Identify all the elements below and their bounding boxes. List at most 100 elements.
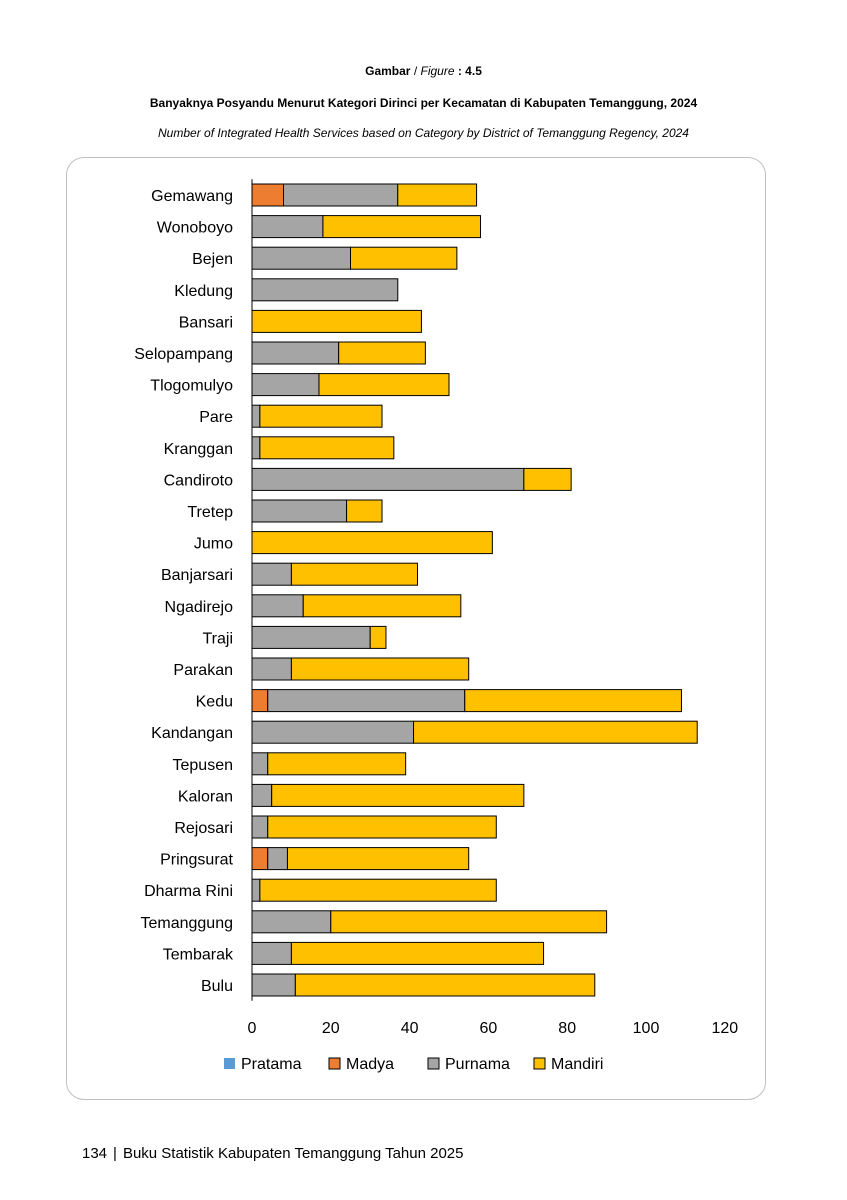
bar-mandiri-bejen [350,246,458,270]
category-label-banjarsari: Banjarsari [161,567,233,584]
figure-word: Figure [420,64,455,78]
bar-purnama-kandangan [251,720,415,744]
bar-mandiri-candiroto [523,467,572,491]
category-label-kledung: Kledung [174,283,233,300]
bar-purnama-pare [251,404,261,428]
bar-purnama-tretep [251,499,348,523]
bar-mandiri-bulu [294,973,596,997]
bar-mandiri-banjarsari [290,562,418,586]
category-label-kedu: Kedu [196,694,233,711]
bar-mandiri-tepusen [267,752,407,776]
legend-label-mandiri: Mandiri [551,1056,603,1073]
bar-purnama-candiroto [251,467,525,491]
bar-mandiri-pringsurat [286,847,470,871]
category-label-kranggan: Kranggan [164,441,233,458]
x-tick-label-100: 100 [633,1020,660,1037]
bar-purnama-rejosari [251,815,269,839]
page-number: 134 [82,1145,108,1162]
bar-mandiri-dharma-rini [259,878,497,902]
bar-mandiri-ngadirejo [302,594,462,618]
bar-mandiri-kedu [464,689,682,713]
category-label-pringsurat: Pringsurat [160,852,233,869]
bar-purnama-pringsurat [267,847,288,871]
bar-purnama-wonoboyo [251,215,324,239]
bar-madya-gemawang [251,183,285,207]
category-label-rejosari: Rejosari [174,820,233,837]
book-title: Buku Statistik Kabupaten Temanggung Tahu… [122,1145,464,1162]
bar-mandiri-parakan [290,657,470,681]
category-label-gemawang: Gemawang [151,188,233,205]
bar-mandiri-jumo [251,531,493,555]
bar-purnama-banjarsari [251,562,292,586]
bar-purnama-kledung [251,278,399,302]
page-footer: 134 | Buku Statistik Kabupaten Temanggung … [82,1145,463,1162]
category-label-parakan: Parakan [173,662,233,679]
chart-frame [66,157,766,1100]
bar-purnama-bejen [251,246,351,270]
bar-purnama-temanggung [251,910,332,934]
legend-swatch-purnama [427,1057,440,1070]
bar-purnama-parakan [251,657,292,681]
category-label-tretep: Tretep [187,504,233,521]
chart-title: Banyaknya Posyandu Menurut Kategori Diri… [149,96,698,110]
legend-swatch-mandiri [533,1057,546,1070]
figure-slash: / [410,64,421,78]
x-tick-label-120: 120 [711,1020,738,1037]
category-label-dharma-rini: Dharma Rini [144,883,233,900]
bar-mandiri-tretep [346,499,383,523]
figure-prefix: Gambar [365,64,411,78]
bar-purnama-selopampang [251,341,340,365]
figure-label: Gambar / Figure : 4.5 [0,64,847,78]
bar-purnama-kranggan [251,436,261,460]
category-label-tepusen: Tepusen [173,757,234,774]
bar-madya-pringsurat [251,847,269,871]
figure-number: : 4.5 [454,64,482,78]
bar-purnama-ngadirejo [251,594,304,618]
bar-madya-kedu [251,689,269,713]
bar-mandiri-tlogomulyo [318,373,450,397]
category-label-jumo: Jumo [194,536,233,553]
bar-mandiri-selopampang [338,341,426,365]
chart-subtitle: Number of Integrated Health Services bas… [158,126,689,140]
category-label-bansari: Bansari [179,314,233,331]
category-label-pare: Pare [199,409,233,426]
category-label-selopampang: Selopampang [134,346,233,363]
category-label-temanggung: Temanggung [140,915,233,932]
category-label-ngadirejo: Ngadirejo [165,599,234,616]
x-tick-label-60: 60 [480,1020,498,1037]
bar-mandiri-gemawang [397,183,478,207]
bar-purnama-tlogomulyo [251,373,320,397]
category-label-bejen: Bejen [192,251,233,268]
x-tick-label-0: 0 [248,1020,257,1037]
bar-purnama-kedu [267,689,466,713]
legend-swatch-pratama [224,1058,235,1069]
bar-purnama-dharma-rini [251,878,261,902]
bar-mandiri-kranggan [259,436,395,460]
bar-mandiri-kandangan [413,720,698,744]
x-tick-label-40: 40 [401,1020,419,1037]
bar-mandiri-pare [259,404,383,428]
footer-separator: | [113,1145,117,1162]
category-label-tlogomulyo: Tlogomulyo [150,378,233,395]
bar-purnama-bulu [251,973,296,997]
legend-label-madya: Madya [346,1056,394,1073]
bar-mandiri-rejosari [267,815,497,839]
bar-mandiri-wonoboyo [322,215,482,239]
x-tick-label-80: 80 [558,1020,576,1037]
category-label-tembarak: Tembarak [163,946,234,963]
category-label-kandangan: Kandangan [151,725,233,742]
legend-label-purnama: Purnama [445,1056,510,1073]
bar-purnama-traji [251,625,371,649]
category-label-kaloran: Kaloran [178,788,233,805]
category-label-candiroto: Candiroto [164,472,233,489]
bar-mandiri-traji [369,625,387,649]
bar-mandiri-temanggung [330,910,608,934]
bar-purnama-kaloran [251,783,273,807]
bar-mandiri-tembarak [290,941,545,965]
bar-mandiri-kaloran [271,783,525,807]
bar-purnama-tembarak [251,941,292,965]
bar-mandiri-bansari [251,309,422,333]
category-label-bulu: Bulu [201,978,233,995]
bar-purnama-gemawang [283,183,399,207]
